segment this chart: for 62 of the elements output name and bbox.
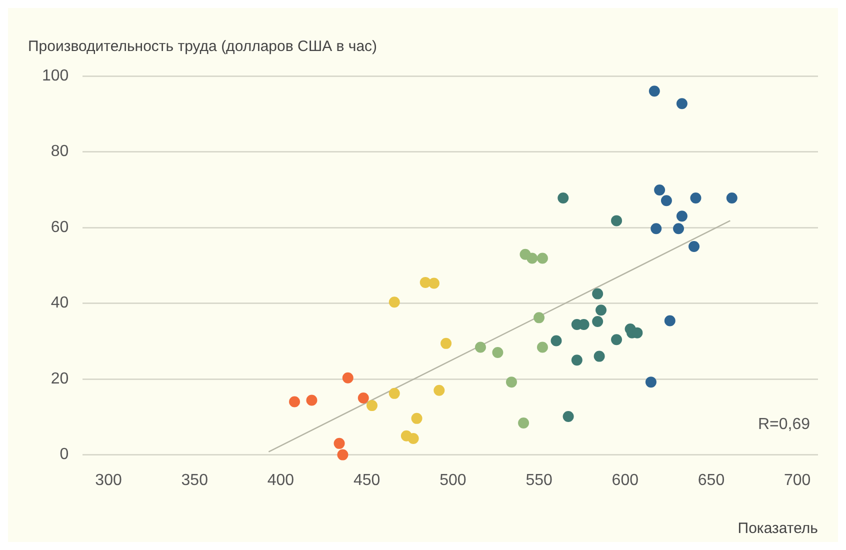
point [673,223,684,234]
point [596,304,607,316]
point [558,192,569,204]
point [660,195,672,206]
point [534,312,545,324]
point [334,438,345,449]
point [526,252,538,264]
y-tick-label: 80 [50,143,69,160]
x-axis-title: Показатель [738,520,818,538]
point [337,449,348,460]
point [536,342,548,353]
point [592,288,604,300]
x-tick-label: 550 [526,472,552,489]
x-tick-label: 400 [267,472,294,489]
point [411,412,422,424]
point [440,338,452,349]
point [342,372,354,384]
point [592,316,604,327]
x-tick-label: 500 [440,472,466,489]
point [571,354,582,366]
point [594,350,605,362]
point [611,334,622,346]
y-axis-title: Производительность труда (долларов США в час) [28,38,378,56]
x-tick-label: 600 [612,472,639,489]
x-tick-label: 650 [698,472,725,489]
point [536,252,548,264]
point [645,376,656,388]
point [492,347,504,358]
y-tick-label: 0 [60,446,69,464]
point [306,394,318,406]
point [434,384,445,396]
point [388,388,400,399]
y-tick-label: 20 [50,370,69,388]
x-tick-label: 350 [181,472,208,489]
point [366,400,378,412]
point [518,417,530,428]
point [726,192,738,204]
point [688,240,700,252]
point [506,376,517,388]
y-tick-label: 40 [50,294,69,312]
point [648,86,660,97]
point [550,335,562,346]
point [408,433,419,444]
point [289,396,300,408]
point [474,342,486,353]
x-tick-label: 450 [353,472,380,489]
point [690,192,702,204]
point [388,296,400,308]
y-tick-label: 60 [50,218,69,236]
annotation: R=0,69 [758,416,810,434]
x-tick-label: 700 [784,472,811,489]
point [654,184,666,196]
y-tick-label: 100 [42,67,69,84]
point [562,411,574,422]
point [358,392,369,404]
x-tick-label: 300 [95,472,122,489]
point [676,210,688,222]
point [428,278,440,289]
point [611,215,622,226]
point [664,315,676,326]
point [676,98,688,110]
point [650,223,662,234]
